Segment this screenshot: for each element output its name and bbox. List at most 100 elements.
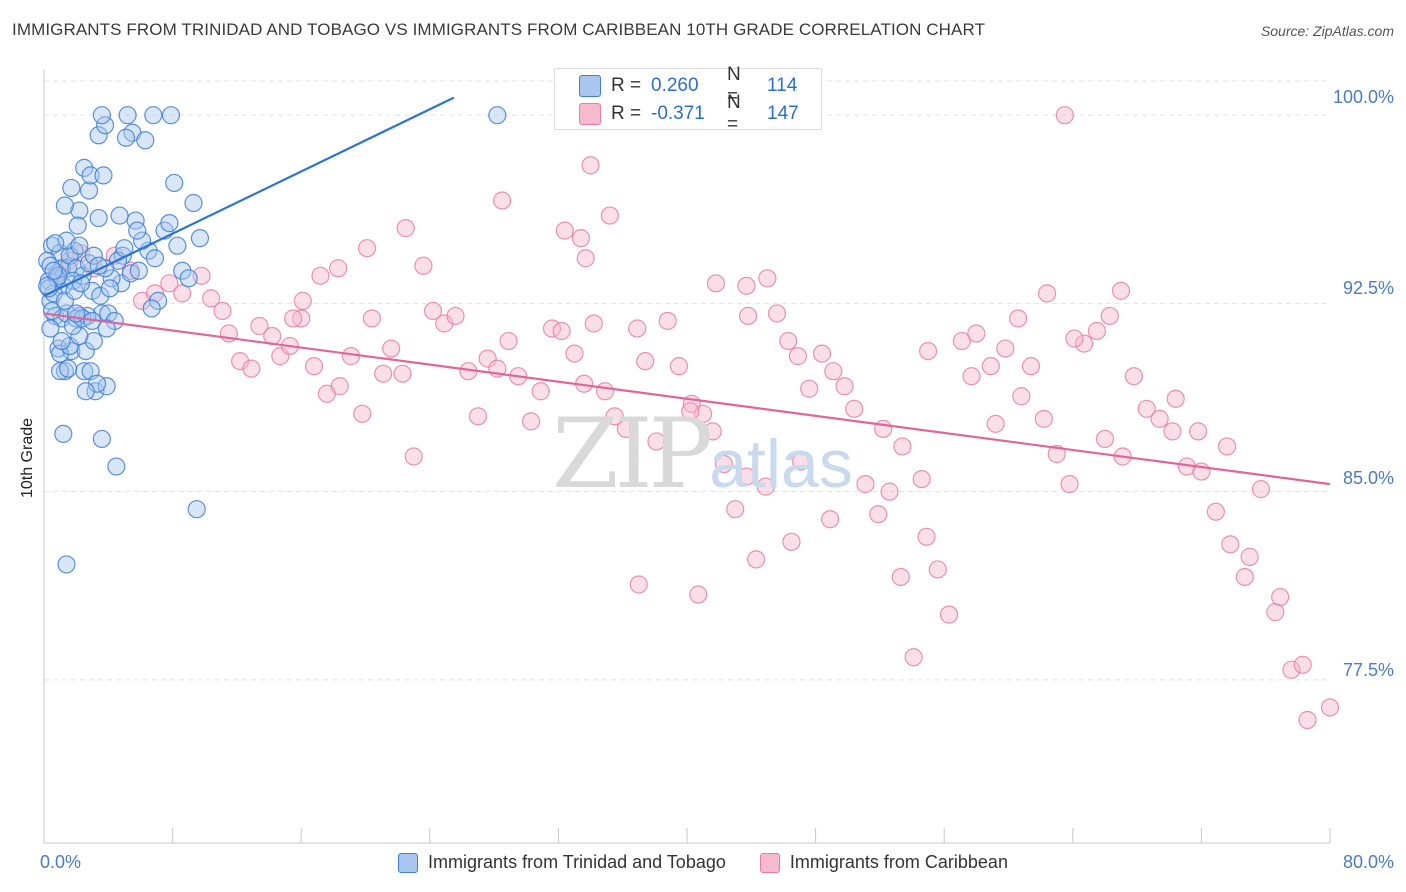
data-point-caribbean: [986, 414, 1005, 433]
data-point-caribbean: [329, 259, 348, 278]
data-point-trinidad: [46, 234, 65, 253]
data-point-caribbean: [393, 364, 412, 383]
data-point-caribbean: [581, 156, 600, 175]
data-point-caribbean: [788, 347, 808, 366]
data-point-trinidad: [75, 158, 94, 177]
data-point-trinidad: [129, 261, 148, 280]
data-point-caribbean: [499, 331, 518, 351]
legend-r-value: 0.260: [651, 75, 699, 96]
data-point-caribbean: [880, 482, 899, 501]
data-point-caribbean: [820, 510, 840, 529]
data-point-trinidad: [173, 261, 192, 280]
data-point-caribbean: [1111, 281, 1131, 300]
data-point-caribbean: [628, 319, 647, 338]
data-point-caribbean: [681, 402, 700, 421]
data-point-caribbean: [1055, 106, 1074, 125]
data-point-trinidad: [110, 206, 129, 225]
axes: [43, 70, 1331, 844]
data-point-caribbean: [353, 404, 372, 423]
data-point-caribbean: [904, 648, 923, 667]
data-point-caribbean: [1009, 309, 1028, 328]
data-point-caribbean: [468, 407, 488, 426]
legend-label: Immigrants from Caribbean: [789, 852, 1008, 872]
watermark: ZIPatlas: [552, 398, 853, 510]
data-point-caribbean: [1298, 710, 1317, 730]
data-point-trinidad: [70, 236, 89, 255]
data-point-caribbean: [738, 306, 758, 326]
x-tick-label: 80.0%: [1342, 852, 1394, 872]
data-point-caribbean: [1124, 367, 1143, 386]
data-point-trinidad: [187, 500, 206, 519]
data-point-caribbean: [629, 575, 648, 594]
legend-n-value: 114: [767, 75, 798, 96]
data-point-trinidad: [190, 229, 210, 248]
data-point-caribbean: [792, 452, 811, 471]
data-point-trinidad: [144, 106, 163, 125]
data-point-trinidad: [107, 457, 126, 476]
data-point-caribbean: [1293, 655, 1312, 674]
data-point-trinidad: [136, 131, 155, 150]
data-point-caribbean: [706, 274, 726, 293]
data-point-caribbean: [891, 567, 910, 587]
data-point-trinidad: [149, 291, 168, 310]
data-point-trinidad: [59, 359, 78, 378]
data-point-caribbean: [1074, 334, 1094, 353]
data-point-caribbean: [856, 475, 875, 494]
data-point-caribbean: [616, 419, 636, 438]
data-point-caribbean: [835, 377, 854, 396]
data-point-caribbean: [981, 357, 1000, 376]
data-point-caribbean: [396, 219, 415, 238]
data-point-caribbean: [1037, 284, 1057, 303]
data-point-caribbean: [605, 407, 624, 426]
data-point-caribbean: [404, 447, 423, 466]
data-point-trinidad: [38, 251, 57, 270]
data-point-caribbean: [1189, 422, 1208, 441]
data-point-trinidad: [41, 319, 60, 338]
data-point-caribbean: [250, 316, 269, 336]
data-point-caribbean: [446, 306, 465, 326]
data-point-trinidad: [94, 166, 113, 185]
data-point-caribbean: [1100, 306, 1119, 326]
legend-item-caribbean[interactable]: Immigrants from Caribbean: [759, 852, 1008, 873]
y-tick-label: 100.0%: [1332, 87, 1394, 107]
data-point-caribbean: [824, 362, 843, 381]
data-point-caribbean: [423, 301, 443, 321]
data-point-caribbean: [173, 284, 192, 303]
y-tick-label: 92.5%: [1342, 278, 1394, 298]
legend-item-trinidad[interactable]: Immigrants from Trinidad and Tobago: [398, 852, 726, 873]
legend-r-label: R =: [611, 75, 642, 96]
data-point-caribbean: [1320, 698, 1340, 717]
data-point-caribbean: [284, 309, 303, 328]
data-point-trinidad: [62, 178, 81, 198]
data-point-caribbean: [967, 324, 986, 343]
data-point-caribbean: [1034, 409, 1053, 428]
data-point-caribbean: [1163, 422, 1182, 441]
data-point-caribbean: [812, 344, 832, 363]
data-point-caribbean: [1218, 437, 1237, 456]
data-point-trinidad: [92, 429, 111, 449]
data-point-caribbean: [747, 550, 766, 569]
data-point-trinidad: [55, 196, 74, 215]
data-point-caribbean: [689, 585, 708, 604]
data-point-trinidad: [68, 216, 87, 235]
data-point-caribbean: [919, 341, 938, 361]
data-point-caribbean: [996, 339, 1015, 358]
watermark-zip: ZIP: [552, 398, 713, 510]
data-point-trinidad: [57, 555, 76, 574]
data-point-caribbean: [576, 249, 595, 268]
data-point-trinidad: [116, 128, 136, 147]
legend-r-label: R =: [611, 103, 642, 124]
data-point-trinidad: [86, 382, 105, 401]
data-point-caribbean: [330, 377, 349, 396]
data-point-trinidad: [145, 249, 165, 268]
data-point-caribbean: [893, 437, 912, 456]
y-axis-label: 10th Grade: [19, 417, 36, 499]
data-point-caribbean: [362, 309, 382, 328]
data-point-caribbean: [758, 269, 777, 288]
x-tick-label: 0.0%: [40, 852, 82, 872]
legend-n-label: N =: [727, 64, 741, 107]
data-point-caribbean: [912, 469, 931, 489]
data-point-caribbean: [584, 314, 603, 333]
data-point-caribbean: [1095, 429, 1115, 449]
